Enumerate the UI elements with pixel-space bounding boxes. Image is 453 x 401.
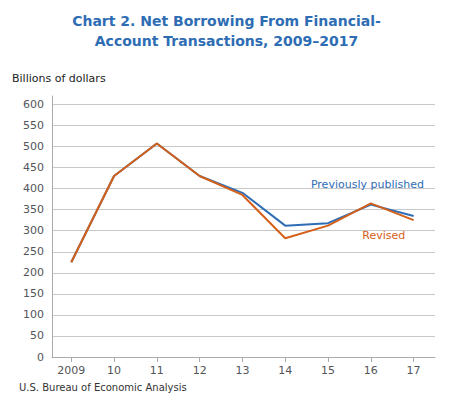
svg-text:450: 450 [23,161,44,174]
svg-text:Previously published: Previously published [311,178,424,191]
svg-text:11: 11 [150,364,164,377]
svg-text:13: 13 [235,364,249,377]
svg-text:Account Transactions, 2009–201: Account Transactions, 2009–2017 [95,33,359,49]
svg-text:400: 400 [23,182,44,195]
svg-text:10: 10 [107,364,121,377]
svg-text:U.S. Bureau of Economic Analys: U.S. Bureau of Economic Analysis [19,382,187,393]
svg-text:14: 14 [278,364,292,377]
svg-text:200: 200 [23,266,44,279]
svg-text:0: 0 [37,351,44,364]
svg-text:500: 500 [23,140,44,153]
svg-text:150: 150 [23,287,44,300]
svg-text:12: 12 [193,364,207,377]
svg-text:17: 17 [407,364,421,377]
svg-text:Billions of dollars: Billions of dollars [12,72,106,85]
svg-text:50: 50 [30,329,44,342]
svg-text:350: 350 [23,203,44,216]
svg-text:300: 300 [23,224,44,237]
svg-text:2009: 2009 [57,364,85,377]
svg-text:Revised: Revised [362,229,405,242]
svg-text:600: 600 [23,98,44,111]
svg-text:15: 15 [321,364,335,377]
svg-text:250: 250 [23,245,44,258]
svg-text:100: 100 [23,308,44,321]
svg-text:16: 16 [364,364,378,377]
svg-text:550: 550 [23,119,44,132]
svg-text:Chart 2. Net Borrowing From Fi: Chart 2. Net Borrowing From Financial- [72,13,381,29]
